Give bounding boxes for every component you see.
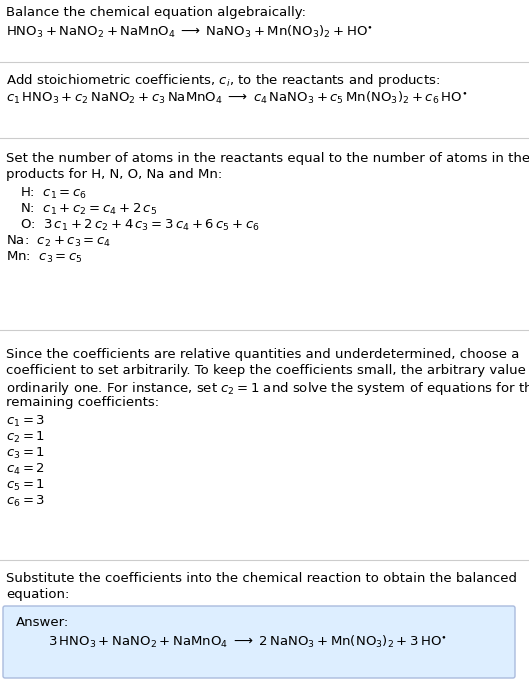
Text: equation:: equation: — [6, 588, 69, 601]
Text: coefficient to set arbitrarily. To keep the coefficients small, the arbitrary va: coefficient to set arbitrarily. To keep … — [6, 364, 529, 377]
Text: remaining coefficients:: remaining coefficients: — [6, 396, 159, 409]
Text: $c_6 = 3$: $c_6 = 3$ — [6, 494, 45, 509]
Text: Since the coefficients are relative quantities and underdetermined, choose a: Since the coefficients are relative quan… — [6, 348, 519, 361]
Text: $3\,\mathrm{HNO_3 + NaNO_2 + NaMnO_4 \;\longrightarrow\; 2\,NaNO_3 + Mn(NO_3)_2 : $3\,\mathrm{HNO_3 + NaNO_2 + NaMnO_4 \;\… — [48, 634, 447, 650]
Text: $c_5 = 1$: $c_5 = 1$ — [6, 478, 45, 493]
Text: products for H, N, O, Na and Mn:: products for H, N, O, Na and Mn: — [6, 168, 222, 181]
Text: Set the number of atoms in the reactants equal to the number of atoms in the: Set the number of atoms in the reactants… — [6, 152, 529, 165]
Text: Answer:: Answer: — [16, 616, 69, 629]
Text: $c_1\,\mathrm{HNO_3} + c_2\,\mathrm{NaNO_2} + c_3\,\mathrm{NaMnO_4} \;\longright: $c_1\,\mathrm{HNO_3} + c_2\,\mathrm{NaNO… — [6, 90, 467, 106]
Text: N:  $c_1 + c_2 = c_4 + 2\,c_5$: N: $c_1 + c_2 = c_4 + 2\,c_5$ — [20, 202, 157, 217]
Text: Substitute the coefficients into the chemical reaction to obtain the balanced: Substitute the coefficients into the che… — [6, 572, 517, 585]
Text: $c_3 = 1$: $c_3 = 1$ — [6, 446, 45, 461]
Text: Add stoichiometric coefficients, $c_i$, to the reactants and products:: Add stoichiometric coefficients, $c_i$, … — [6, 72, 440, 89]
Text: Mn:  $c_3 = c_5$: Mn: $c_3 = c_5$ — [6, 250, 83, 265]
Text: $c_1 = 3$: $c_1 = 3$ — [6, 414, 45, 429]
Text: O:  $3\,c_1 + 2\,c_2 + 4\,c_3 = 3\,c_4 + 6\,c_5 + c_6$: O: $3\,c_1 + 2\,c_2 + 4\,c_3 = 3\,c_4 + … — [20, 218, 260, 233]
FancyBboxPatch shape — [3, 606, 515, 678]
Text: Na:  $c_2 + c_3 = c_4$: Na: $c_2 + c_3 = c_4$ — [6, 234, 111, 249]
Text: H:  $c_1 = c_6$: H: $c_1 = c_6$ — [20, 186, 87, 201]
Text: Balance the chemical equation algebraically:: Balance the chemical equation algebraica… — [6, 6, 306, 19]
Text: $c_4 = 2$: $c_4 = 2$ — [6, 462, 45, 477]
Text: $c_2 = 1$: $c_2 = 1$ — [6, 430, 45, 445]
Text: $\mathrm{HNO_3 + NaNO_2 + NaMnO_4 \;\longrightarrow\; NaNO_3 + Mn(NO_3)_2 + HO^{: $\mathrm{HNO_3 + NaNO_2 + NaMnO_4 \;\lon… — [6, 24, 373, 40]
Text: ordinarily one. For instance, set $c_2 = 1$ and solve the system of equations fo: ordinarily one. For instance, set $c_2 =… — [6, 380, 529, 397]
